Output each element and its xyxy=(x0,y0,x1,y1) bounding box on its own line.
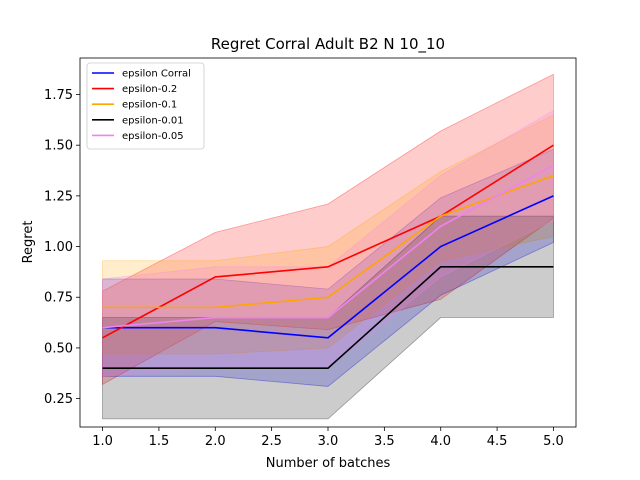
y-tick-label: 1.75 xyxy=(44,88,73,103)
y-tick-label: 1.25 xyxy=(44,189,73,204)
x-tick-label: 4.0 xyxy=(430,434,451,449)
legend: epsilon Corral epsilon-0.2 epsilon-0.1 epsi… xyxy=(86,62,205,150)
y-tick-label: 0.50 xyxy=(44,341,73,356)
series-lines xyxy=(102,144,554,370)
legend-box xyxy=(86,62,205,150)
x-tick-label: 2.0 xyxy=(205,434,226,449)
x-tick-label: 1.0 xyxy=(92,434,113,449)
y-axis-label: Regret xyxy=(21,221,36,264)
x-tick-label: 3.5 xyxy=(374,434,395,449)
x-tick-label: 2.5 xyxy=(261,434,282,449)
y-tick-label: 0.25 xyxy=(44,392,73,407)
y-tick-label: 1.00 xyxy=(44,240,73,255)
x-axis-ticks: 1.0 1.5 2.0 2.5 3.0 3.5 4.0 4.5 5.0 xyxy=(92,427,564,449)
line-epsilon-corral xyxy=(102,195,554,339)
line-epsilon-0-2 xyxy=(102,144,554,339)
chart-title: Regret Corral Adult B2 N 10_10 xyxy=(211,35,445,54)
legend-label-epsilon-corral: epsilon Corral xyxy=(122,69,191,80)
legend-label-epsilon-0-2: epsilon-0.2 xyxy=(122,84,177,95)
x-axis-label: Number of batches xyxy=(266,456,391,471)
line-epsilon-0-1 xyxy=(102,174,554,309)
y-tick-label: 0.75 xyxy=(44,291,73,306)
y-axis-ticks: 0.25 0.50 0.75 1.00 1.25 1.50 1.75 xyxy=(44,88,80,407)
y-tick-label: 1.50 xyxy=(44,139,73,154)
line-epsilon-0-01 xyxy=(102,266,554,370)
band-epsilon-0-1 xyxy=(102,114,554,355)
legend-label-epsilon-0-1: epsilon-0.1 xyxy=(122,100,177,111)
x-tick-label: 5.0 xyxy=(543,434,564,449)
x-tick-label: 1.5 xyxy=(149,434,170,449)
band-epsilon-0-05 xyxy=(102,110,554,377)
legend-label-epsilon-0-01: epsilon-0.01 xyxy=(122,115,184,126)
line-epsilon-0-05 xyxy=(102,164,554,329)
legend-label-epsilon-0-05: epsilon-0.05 xyxy=(122,131,184,142)
x-tick-label: 3.0 xyxy=(318,434,339,449)
x-tick-label: 4.5 xyxy=(487,434,508,449)
